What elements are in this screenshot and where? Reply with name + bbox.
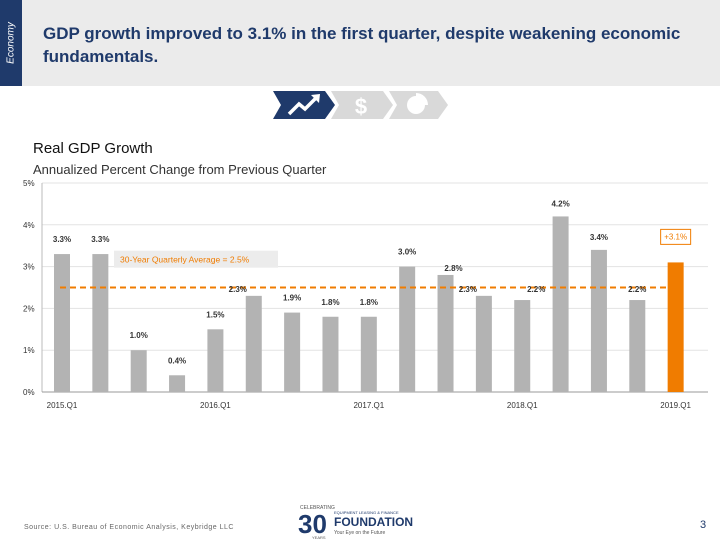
bar	[590, 249, 607, 392]
bar	[92, 254, 109, 392]
header-band	[0, 0, 720, 86]
pie-icon	[389, 91, 448, 119]
logo-number: 30	[298, 509, 327, 539]
data-label: 0.4%	[168, 356, 186, 365]
data-label: 2.8%	[444, 264, 462, 273]
bar	[629, 300, 646, 392]
bar	[552, 216, 569, 392]
data-label: 1.8%	[321, 298, 339, 307]
x-tick-label: 2019.Q1	[660, 401, 691, 410]
chart-title: Real GDP Growth	[33, 140, 153, 157]
data-label: 3.4%	[590, 233, 608, 242]
data-label: +3.1%	[664, 232, 687, 241]
x-tick-label: 2017.Q1	[353, 401, 384, 410]
data-label: 2.2%	[628, 285, 646, 294]
x-tick-label: 2018.Q1	[507, 401, 538, 410]
logo-tagline: Your Eye on the Future	[334, 530, 385, 536]
trend-chart-icon	[273, 91, 335, 119]
bar	[475, 295, 492, 392]
source-note: Source: U.S. Bureau of Economic Analysis…	[24, 524, 234, 531]
bar	[322, 316, 339, 392]
bar	[360, 316, 377, 392]
foundation-logo: CELEBRATING 30 YEARS EQUIPMENT LEASING &…	[298, 505, 413, 540]
page-number: 3	[700, 519, 707, 531]
data-label: 3.3%	[91, 235, 109, 244]
bar	[207, 329, 224, 392]
bar	[437, 274, 454, 392]
x-tick-label: 2016.Q1	[200, 401, 231, 410]
data-label: 1.9%	[283, 294, 301, 303]
data-label-box	[660, 228, 692, 245]
section-tab: Economy	[0, 0, 22, 86]
data-label: 1.8%	[360, 298, 378, 307]
data-label: 3.3%	[53, 235, 71, 244]
y-tick-label: 4%	[23, 221, 35, 230]
data-label: 3.0%	[398, 248, 416, 257]
bar	[169, 375, 186, 392]
bar	[514, 300, 531, 392]
average-label-box	[114, 250, 278, 268]
data-label: 2.3%	[459, 285, 477, 294]
y-tick-label: 3%	[23, 263, 35, 272]
y-tick-label: 2%	[23, 304, 35, 313]
bar	[54, 254, 70, 392]
bar	[245, 295, 262, 392]
chart-subtitle: Annualized Percent Change from Previous …	[33, 162, 327, 177]
logo-org-big: FOUNDATION	[334, 515, 413, 529]
y-tick-label: 1%	[23, 346, 35, 355]
bar	[399, 266, 416, 392]
data-label: 4.2%	[551, 199, 569, 208]
data-label: 2.3%	[229, 285, 247, 294]
data-label: 1.5%	[206, 310, 224, 319]
data-label: 2.2%	[527, 285, 545, 294]
data-label: 1.0%	[130, 331, 148, 340]
average-label: 30-Year Quarterly Average = 2.5%	[120, 255, 250, 265]
y-tick-label: 5%	[23, 179, 35, 188]
topic-icon-strip: $	[273, 91, 448, 119]
logo-top-text: CELEBRATING	[300, 505, 335, 511]
bar	[130, 350, 147, 392]
svg-text:$: $	[355, 94, 367, 119]
dollar-icon: $	[331, 91, 393, 119]
y-tick-label: 0%	[23, 388, 35, 397]
logo-years: YEARS	[312, 535, 326, 540]
bar	[667, 262, 684, 392]
bar	[284, 312, 301, 392]
page-title: GDP growth improved to 3.1% in the first…	[43, 24, 681, 66]
x-tick-label: 2015.Q1	[47, 401, 78, 410]
logo-org-small: EQUIPMENT LEASING & FINANCE	[334, 510, 399, 515]
